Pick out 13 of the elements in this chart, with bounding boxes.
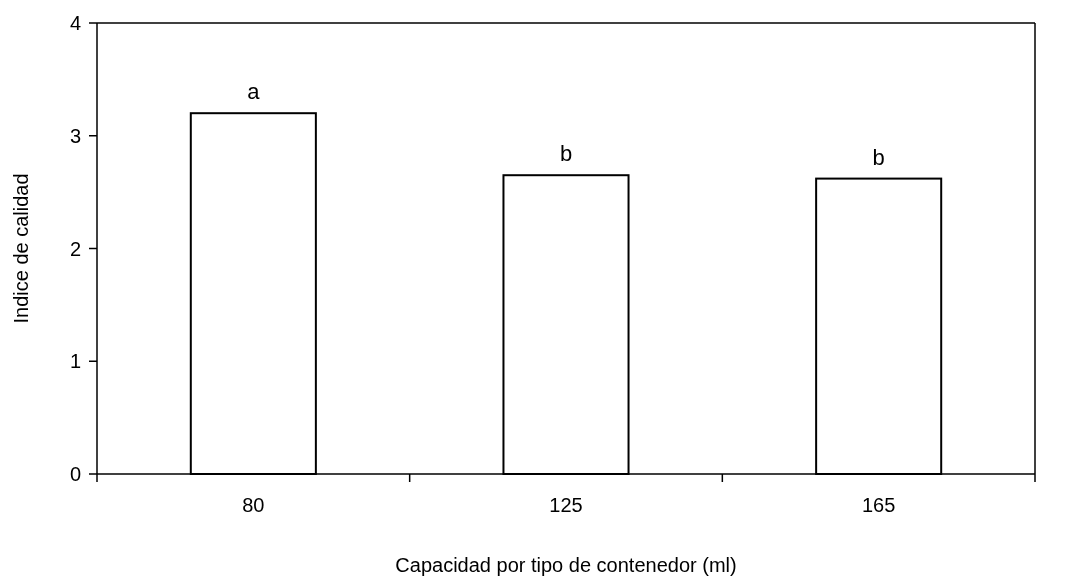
annotation: b	[872, 144, 885, 170]
y-tick-label: 2	[69, 237, 81, 260]
y-tick-label: 4	[69, 12, 81, 34]
y-tick-label: 0	[69, 463, 81, 485]
x-tick-label: 80	[242, 494, 265, 516]
annotation: b	[559, 141, 573, 167]
y-tick-label: 1	[69, 350, 81, 373]
x-tick-label: 165	[861, 494, 896, 516]
x-axis-title: Capacidad por tipo de contenedor (ml)	[395, 554, 737, 576]
annotation: a	[247, 79, 261, 105]
y-tick-label: 3	[69, 124, 81, 147]
x-tick-label: 125	[549, 494, 583, 516]
y-axis-title: Indice de calidad	[10, 173, 32, 324]
